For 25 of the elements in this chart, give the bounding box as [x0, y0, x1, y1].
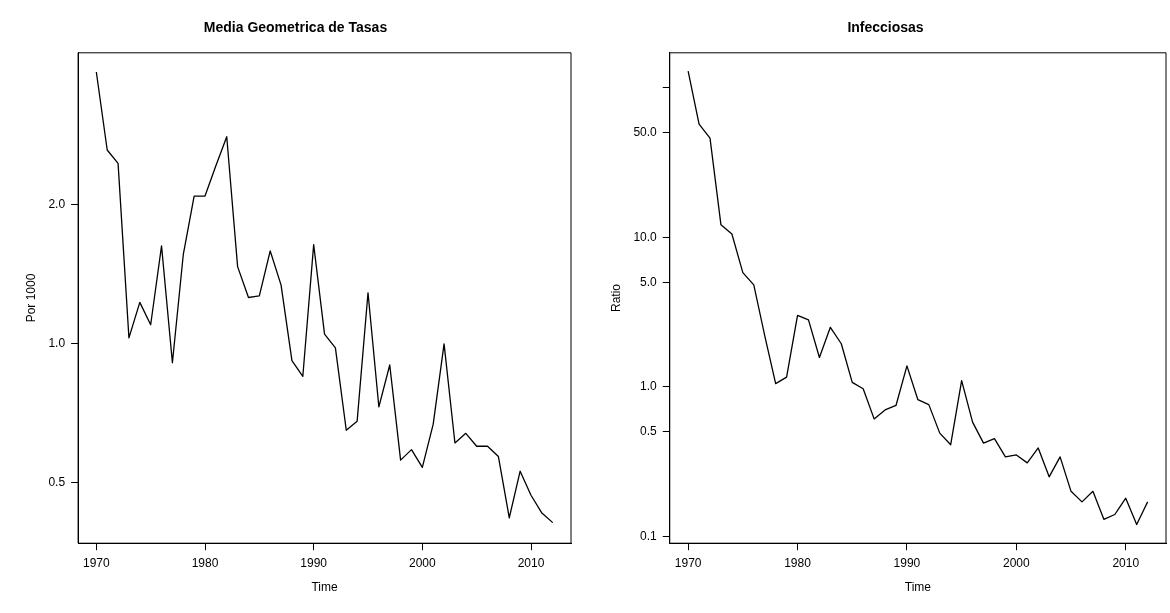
x-tick-label: 1970 [82, 555, 111, 570]
x-axis-title: Time [904, 580, 932, 595]
x-tick-label: 1990 [893, 555, 921, 570]
y-tick-label: 2.0 [48, 197, 66, 212]
y-tick-label: 50.0 [633, 124, 658, 139]
x-axis-title: Time [311, 580, 338, 595]
x-tick-label: 1990 [300, 555, 328, 570]
y-tick-label: 5.0 [640, 274, 658, 289]
y-tick-label: 10.0 [633, 229, 658, 244]
x-tick-label: 2000 [1002, 555, 1031, 570]
y-tick-label: 1.0 [48, 336, 66, 351]
y-tick-label: 0.5 [48, 475, 66, 490]
x-tick-label: 1970 [674, 555, 702, 570]
y-axis-title: Por 1000 [23, 273, 38, 323]
chart-title: Infecciosas [847, 19, 924, 36]
y-axis-title: Ratio [608, 283, 623, 313]
x-tick-label: 1980 [191, 555, 219, 570]
x-tick-label: 2010 [517, 555, 545, 570]
y-tick-label: 1.0 [640, 379, 658, 394]
chart-title: Media Geometrica de Tasas [203, 19, 388, 36]
y-tick-label: 0.5 [640, 424, 658, 439]
x-tick-label: 2010 [1112, 555, 1140, 570]
y-tick-label: 0.1 [640, 528, 658, 543]
x-tick-label: 2000 [408, 555, 437, 570]
x-tick-label: 1980 [784, 555, 812, 570]
